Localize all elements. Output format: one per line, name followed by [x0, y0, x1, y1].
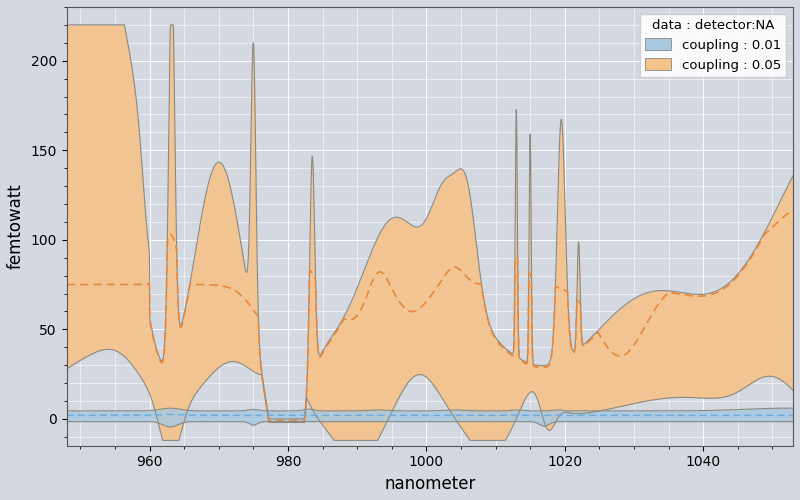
- X-axis label: nanometer: nanometer: [384, 475, 475, 493]
- Legend: coupling : 0.01, coupling : 0.05: coupling : 0.01, coupling : 0.05: [640, 14, 786, 77]
- Y-axis label: femtowatt: femtowatt: [7, 184, 25, 269]
